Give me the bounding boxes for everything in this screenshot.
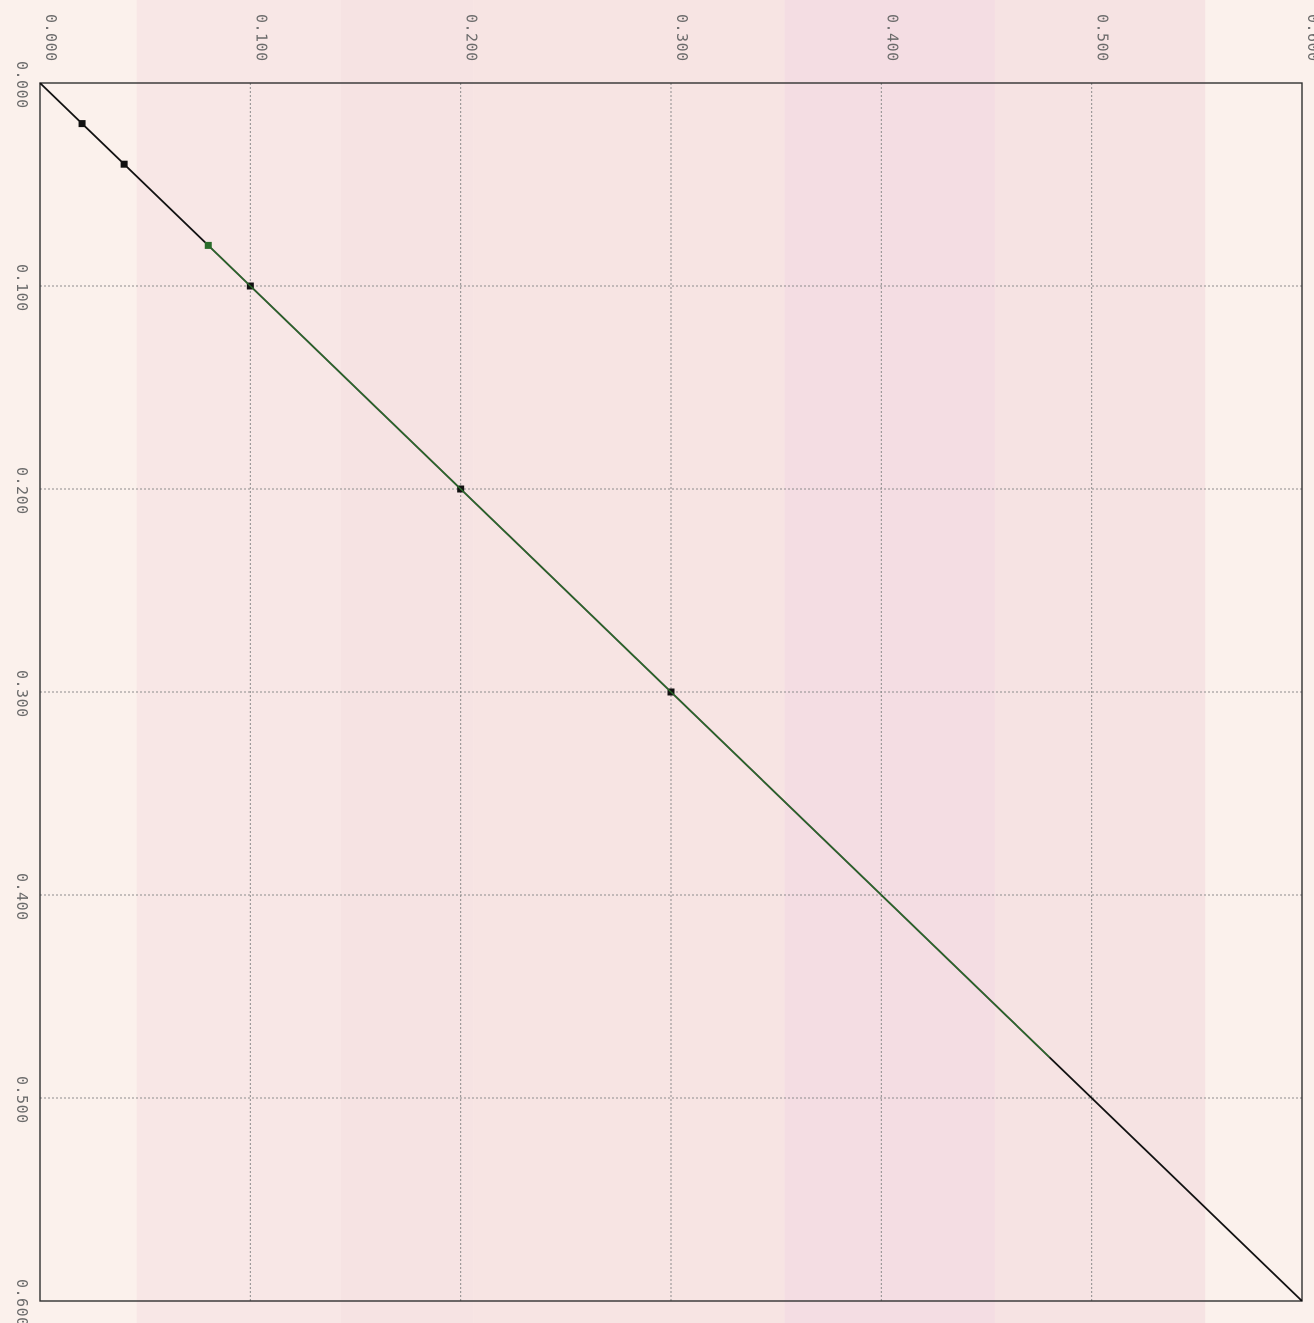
x-tick-label: 0.000: [42, 14, 60, 62]
x-tick-label: 0.400: [883, 14, 901, 62]
x-tick-label: 0.600: [1304, 14, 1314, 62]
series-1-point-1: [78, 120, 86, 128]
x-tick-label: 0.100: [252, 14, 270, 62]
background-band-1: [136, 0, 341, 1323]
series-2-point-1: [204, 241, 212, 249]
y-tick-label: 0.200: [13, 467, 31, 515]
background-band-3: [473, 0, 785, 1323]
x-tick-label: 0.300: [673, 14, 691, 62]
y-tick-label: 0.100: [13, 264, 31, 312]
x-tick-label: 0.200: [463, 14, 481, 62]
x-tick-labels: 0.000 0.100 0.200 0.300 0.400 0.500 0.600: [42, 14, 1314, 62]
series-2: [204, 241, 1051, 1058]
series-1-point-2: [120, 160, 128, 168]
y-tick-label: 0.300: [13, 670, 31, 718]
background-band-4: [784, 0, 995, 1323]
y-tick-label: 0.000: [13, 61, 31, 109]
y-tick-label: 0.600: [13, 1279, 31, 1323]
series-layer: [39, 82, 1303, 1302]
series-2-line: [207, 244, 1051, 1058]
background-band-2: [340, 0, 474, 1323]
y-tick-labels: 0.000 0.100 0.200 0.300 0.400 0.500 0.600: [13, 61, 31, 1323]
y-tick-label: 0.400: [13, 873, 31, 921]
background-bands: [136, 0, 1206, 1323]
background-band-5: [994, 0, 1206, 1323]
plot-frame: [39, 82, 1303, 1302]
y-tick-label: 0.500: [13, 1076, 31, 1124]
x-tick-label: 0.500: [1094, 14, 1112, 62]
